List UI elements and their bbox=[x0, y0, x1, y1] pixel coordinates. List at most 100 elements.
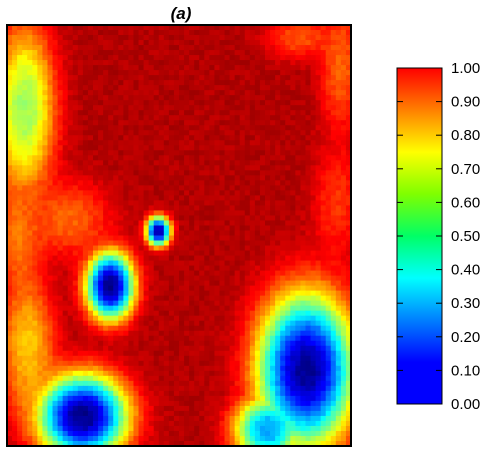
heatmap-cell bbox=[310, 30, 317, 36]
heatmap-cell bbox=[345, 80, 352, 86]
heatmap-cell bbox=[123, 220, 130, 227]
heatmap-cell bbox=[52, 85, 59, 91]
heatmap-cell bbox=[305, 170, 312, 176]
heatmap-cell bbox=[67, 290, 74, 297]
heatmap-cell bbox=[189, 180, 195, 186]
heatmap-cell bbox=[335, 385, 342, 392]
heatmap-cell bbox=[143, 290, 150, 297]
heatmap-cell bbox=[22, 330, 28, 337]
heatmap-cell bbox=[27, 35, 33, 41]
heatmap-cell bbox=[17, 115, 23, 121]
heatmap-cell bbox=[17, 105, 23, 111]
heatmap-cell bbox=[244, 135, 251, 141]
heatmap-cell bbox=[184, 35, 190, 41]
heatmap-cell bbox=[330, 315, 337, 322]
heatmap-cell bbox=[340, 260, 347, 267]
heatmap-cell bbox=[300, 275, 307, 282]
heatmap-cell bbox=[234, 305, 241, 312]
heatmap-cell bbox=[345, 335, 352, 342]
heatmap-cell bbox=[77, 235, 84, 242]
heatmap-cell bbox=[249, 60, 256, 66]
heatmap-cell bbox=[189, 115, 195, 121]
heatmap-cell bbox=[98, 105, 104, 111]
heatmap-cell bbox=[47, 275, 54, 282]
heatmap-cell bbox=[37, 175, 44, 181]
heatmap-cell bbox=[229, 145, 236, 151]
heatmap-cell bbox=[239, 135, 246, 141]
heatmap-cell bbox=[72, 215, 79, 222]
heatmap-cell bbox=[62, 305, 69, 312]
heatmap-cell bbox=[7, 105, 13, 111]
heatmap-cell bbox=[270, 50, 276, 56]
heatmap-cell bbox=[52, 380, 59, 387]
heatmap-cell bbox=[204, 320, 210, 327]
heatmap-cell bbox=[204, 85, 210, 91]
heatmap-cell bbox=[47, 200, 54, 207]
heatmap-cell bbox=[12, 205, 18, 212]
heatmap-cell bbox=[290, 180, 296, 186]
heatmap-cell bbox=[108, 150, 114, 156]
heatmap-cell bbox=[270, 365, 276, 372]
heatmap-cell bbox=[224, 295, 231, 302]
heatmap-cell bbox=[330, 220, 337, 227]
heatmap-cell bbox=[32, 250, 38, 257]
heatmap-cell bbox=[330, 120, 337, 126]
heatmap-cell bbox=[244, 35, 251, 41]
heatmap-cell bbox=[82, 215, 89, 222]
heatmap-cell bbox=[168, 105, 175, 111]
heatmap-cell bbox=[118, 150, 124, 156]
heatmap-cell bbox=[295, 375, 302, 382]
heatmap-cell bbox=[330, 80, 337, 86]
heatmap-cell bbox=[143, 360, 150, 367]
heatmap-cell bbox=[315, 280, 322, 287]
heatmap-cell bbox=[254, 145, 261, 151]
heatmap-cell bbox=[27, 220, 33, 227]
heatmap-cell bbox=[184, 70, 190, 76]
heatmap-cell bbox=[280, 90, 286, 96]
heatmap-cell bbox=[148, 190, 155, 196]
heatmap-cell bbox=[22, 280, 28, 287]
heatmap-cell bbox=[290, 260, 296, 267]
heatmap-cell bbox=[158, 315, 165, 322]
heatmap-cell bbox=[214, 120, 221, 126]
heatmap-cell bbox=[335, 90, 342, 96]
heatmap-cell bbox=[118, 285, 124, 292]
heatmap-cell bbox=[87, 365, 94, 372]
heatmap-cell bbox=[224, 215, 231, 222]
heatmap-cell bbox=[27, 200, 33, 207]
heatmap-cell bbox=[199, 115, 205, 121]
heatmap-cell bbox=[133, 390, 140, 397]
heatmap-cell bbox=[345, 350, 352, 357]
heatmap-cell bbox=[87, 30, 94, 36]
heatmap-cell bbox=[138, 110, 145, 116]
heatmap-cell bbox=[47, 310, 54, 317]
heatmap-cell bbox=[57, 150, 64, 156]
heatmap-cell bbox=[295, 220, 302, 227]
heatmap-cell bbox=[270, 25, 276, 31]
heatmap-cell bbox=[27, 235, 33, 242]
heatmap-cell bbox=[113, 335, 119, 342]
heatmap-cell bbox=[244, 145, 251, 151]
heatmap-cell bbox=[340, 245, 347, 252]
heatmap-cell bbox=[32, 95, 38, 101]
heatmap-cell bbox=[280, 65, 286, 71]
heatmap-cell bbox=[219, 275, 226, 282]
heatmap-cell bbox=[138, 55, 145, 61]
heatmap-cell bbox=[335, 35, 342, 41]
heatmap-cell bbox=[179, 245, 185, 252]
heatmap-cell bbox=[42, 305, 49, 312]
heatmap-cell bbox=[249, 65, 256, 71]
heatmap-cell bbox=[315, 50, 322, 56]
heatmap-cell bbox=[270, 130, 276, 136]
heatmap-cell bbox=[300, 165, 307, 171]
heatmap-cell bbox=[103, 75, 109, 81]
heatmap-cell bbox=[103, 180, 109, 186]
heatmap-cell bbox=[325, 250, 332, 257]
heatmap-cell bbox=[143, 250, 150, 257]
heatmap-cell bbox=[234, 385, 241, 392]
heatmap-cell bbox=[52, 50, 59, 56]
heatmap-cell bbox=[254, 320, 261, 327]
heatmap-cell bbox=[224, 225, 231, 232]
heatmap-cell bbox=[254, 170, 261, 176]
heatmap-cell bbox=[249, 370, 256, 377]
